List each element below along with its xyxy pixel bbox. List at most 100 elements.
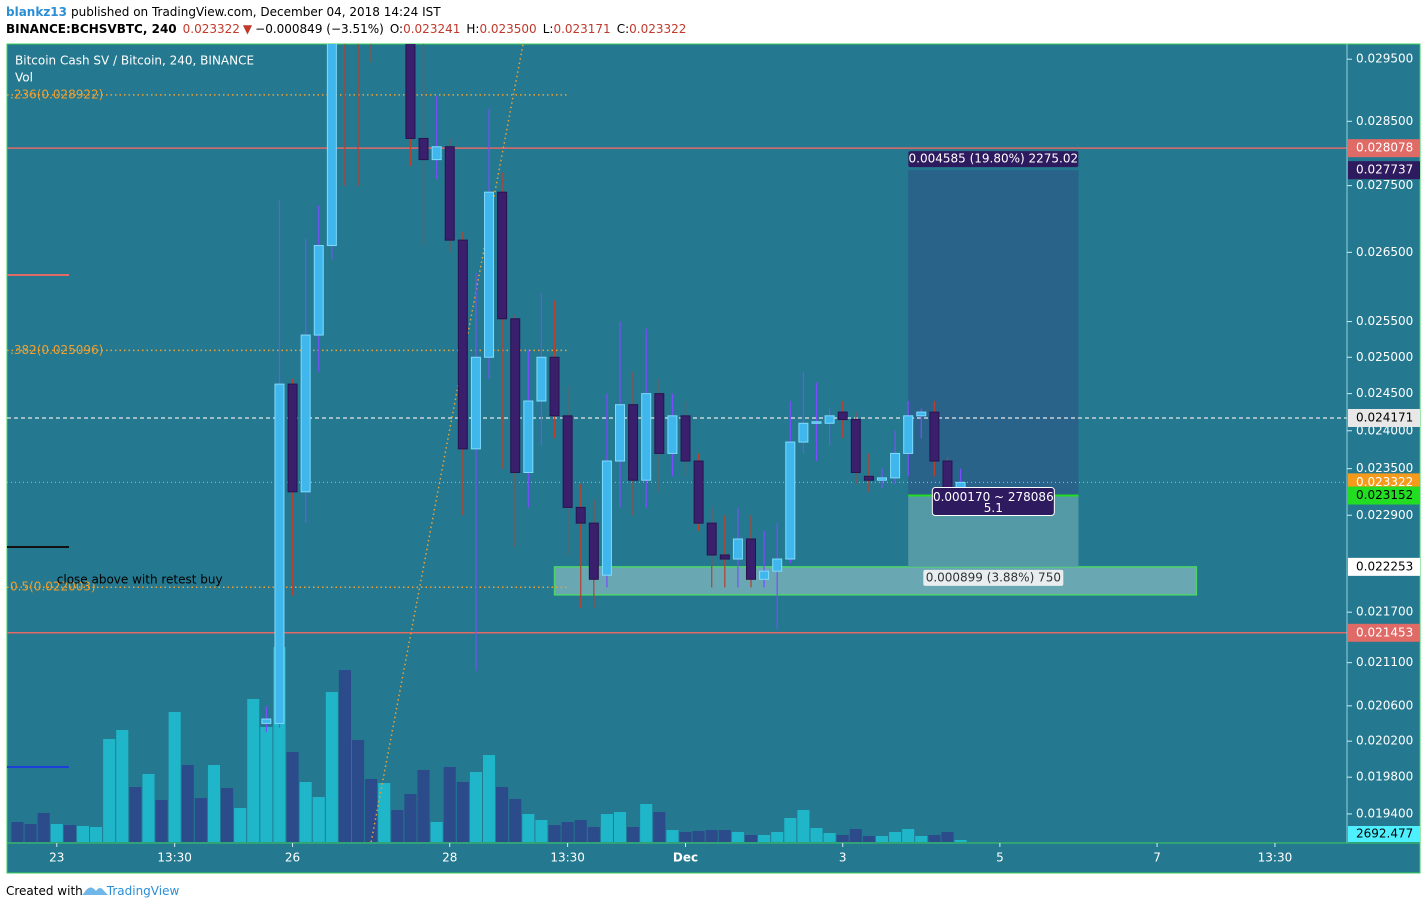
y-tick-label: 0.020200 <box>1356 734 1413 748</box>
volume-bar <box>889 832 902 842</box>
x-tick-label: 7 <box>1153 851 1161 865</box>
volume-title: Vol <box>15 71 33 85</box>
volume-bar <box>63 825 76 842</box>
plot <box>7 44 1347 842</box>
candle-body <box>706 522 717 556</box>
candle-body <box>837 411 848 421</box>
ohlc-key: C: <box>617 22 629 36</box>
candle-body <box>287 383 298 493</box>
volume-bar <box>561 822 574 842</box>
y-tick-label: 0.027500 <box>1356 178 1413 192</box>
volume-bar <box>613 812 627 842</box>
candle-body <box>457 239 468 450</box>
candle-body <box>746 538 757 580</box>
candle-body <box>929 411 940 462</box>
price-label: 0.023152 <box>1356 488 1413 502</box>
candle-body <box>667 415 678 454</box>
volume-bar <box>155 800 168 842</box>
volume-bar <box>915 836 928 842</box>
footer-brand[interactable]: TradingView <box>106 884 180 898</box>
volume-bar <box>443 767 456 842</box>
y-tick-label: 0.026500 <box>1356 245 1413 259</box>
candle-body <box>693 460 704 524</box>
fib-label: 0.5(0.022003) <box>10 580 96 594</box>
y-tick-label: 0.024500 <box>1356 386 1413 400</box>
volume-bar <box>430 822 443 842</box>
candle-body <box>628 404 639 481</box>
user[interactable]: blankz13 <box>6 5 67 19</box>
footer: Created with TradingView <box>6 884 179 898</box>
ohlc-value: 0.023322 <box>629 22 686 36</box>
volume-bar <box>758 835 771 842</box>
volume-bar <box>247 699 260 842</box>
header-line: blankz13 published on TradingView.com, De… <box>6 5 441 19</box>
volume-bar <box>365 779 378 842</box>
center-label: 5.1 <box>984 501 1003 515</box>
candle-body <box>615 404 626 462</box>
volume-bar <box>600 814 613 842</box>
volume-bar <box>535 820 548 842</box>
volume-bar <box>168 712 181 842</box>
footer-logo <box>82 887 108 895</box>
ohlc-key: O: <box>390 22 403 36</box>
volume-bar <box>221 788 234 842</box>
volume-bar <box>338 670 351 842</box>
volume-bar <box>496 787 509 842</box>
volume-bar <box>37 813 50 842</box>
price-label-bg <box>1348 161 1420 180</box>
y-tick-label: 0.019400 <box>1356 806 1413 820</box>
volume-bar <box>849 829 862 842</box>
volume-bar <box>810 828 823 842</box>
profit-label-bg <box>908 151 1079 168</box>
volume-bar <box>653 812 666 842</box>
volume-bar <box>784 818 797 842</box>
y-tick-label: 0.023500 <box>1356 461 1413 475</box>
change: −0.000849 (−3.51%) <box>255 22 384 36</box>
price-axis: 0.029500 0.028500 0.027500 0.026500 0.025500… <box>1347 52 1420 842</box>
candle-body <box>510 318 521 474</box>
candle-body <box>575 506 586 524</box>
candle-body <box>641 393 652 481</box>
candle-body <box>601 460 612 576</box>
volume-bar <box>90 827 103 842</box>
y-tick-label: 0.029500 <box>1356 52 1413 66</box>
volume-bar <box>640 804 653 842</box>
volume-bar <box>391 810 404 842</box>
volume-bar <box>116 730 129 842</box>
series-title: Bitcoin Cash SV / Bitcoin, 240, BINANCE <box>15 54 254 68</box>
volume-bar <box>207 765 221 842</box>
volume-bar <box>692 831 705 842</box>
candle-body <box>274 383 285 724</box>
symbol-line: BINANCE:BCHSVBTC, 240 0.023322 ▼ −0.000849 … <box>6 22 686 36</box>
y-tick-label: 0.028500 <box>1356 114 1413 128</box>
candle-body <box>850 419 861 474</box>
volume-bar <box>234 808 247 842</box>
price-label-bg <box>1348 486 1420 505</box>
trend-line <box>370 44 524 842</box>
candle-body <box>549 356 560 417</box>
y-tick-label: 0.019800 <box>1356 770 1413 784</box>
last-price: 0.023322 <box>183 22 240 36</box>
y-tick-label: 0.021700 <box>1356 605 1413 619</box>
candle-body <box>680 415 691 462</box>
volume-bar <box>797 810 810 842</box>
volume-label: 2692.477 <box>1356 827 1413 841</box>
ohlc-key: L: <box>543 22 554 36</box>
candle-body <box>903 415 914 454</box>
volume-bar <box>941 832 954 842</box>
candle-body <box>261 718 272 724</box>
volume-bar <box>771 832 784 842</box>
volume-bar <box>417 770 430 842</box>
volume-bar <box>260 727 273 842</box>
price-label: 0.028078 <box>1356 141 1413 155</box>
x-tick-label: Dec <box>673 851 698 865</box>
ohlc-value: 0.023241 <box>403 22 460 36</box>
price-label: 0.027737 <box>1356 163 1413 177</box>
volume-bar <box>823 833 836 842</box>
y-tick-label: 0.025500 <box>1356 314 1413 328</box>
y-tick-label: 0.025000 <box>1356 350 1413 364</box>
annotation: close above with retest buy <box>57 573 223 587</box>
candle-body <box>431 146 442 161</box>
volume-bar <box>325 692 338 842</box>
candle-body <box>562 415 573 508</box>
